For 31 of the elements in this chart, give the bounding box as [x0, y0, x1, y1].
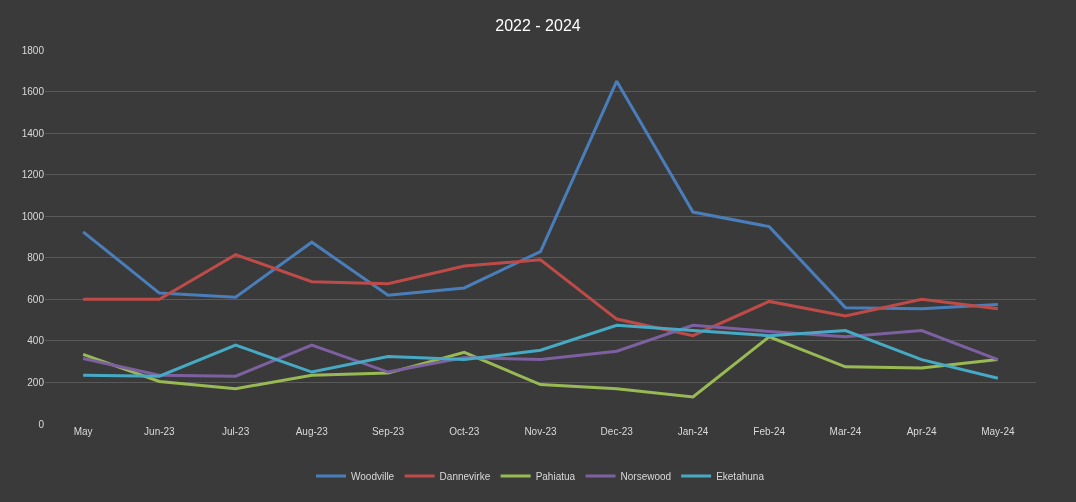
x-tick-label: Jul-23	[221, 426, 250, 437]
y-tick-label: 1800	[21, 44, 45, 56]
y-tick-label: 400	[27, 335, 45, 347]
y-tick-label: 0	[38, 418, 45, 430]
x-tick-label: Jun-23	[144, 426, 176, 437]
legend-label: Eketahuna	[716, 470, 765, 482]
y-tick-label: 1400	[21, 127, 45, 139]
x-tick-label: Nov-23	[524, 426, 558, 437]
legend-label: Pahiatua	[535, 470, 576, 482]
y-tick-label: 800	[27, 252, 45, 264]
chart-title: 2022 - 2024	[495, 17, 581, 35]
y-tick-label: 1600	[21, 86, 45, 98]
x-tick-label: Feb-24	[753, 426, 786, 437]
x-tick-label: Aug-23	[295, 426, 329, 437]
y-tick-label: 200	[27, 376, 45, 388]
line-series	[81, 79, 1000, 311]
x-tick-label: May-24	[981, 426, 1015, 437]
x-tick-label: Sep-23	[371, 426, 405, 437]
y-tick-label: 1200	[21, 169, 45, 181]
y-tick-label: 1000	[21, 210, 45, 222]
legend-label: Woodville	[351, 470, 395, 482]
x-tick-label: Apr-24	[906, 426, 938, 437]
line-series	[81, 253, 1000, 338]
y-tick-label: 600	[27, 293, 45, 305]
legend-label: Dannevirke	[439, 470, 491, 482]
x-tick-label: May	[73, 426, 93, 437]
x-tick-label: Dec-23	[600, 426, 634, 437]
legend-label: Norsewood	[620, 470, 672, 482]
x-tick-label: Mar-24	[829, 426, 862, 437]
x-tick-label: Jan-24	[677, 426, 709, 437]
x-tick-label: Oct-23	[449, 426, 480, 437]
